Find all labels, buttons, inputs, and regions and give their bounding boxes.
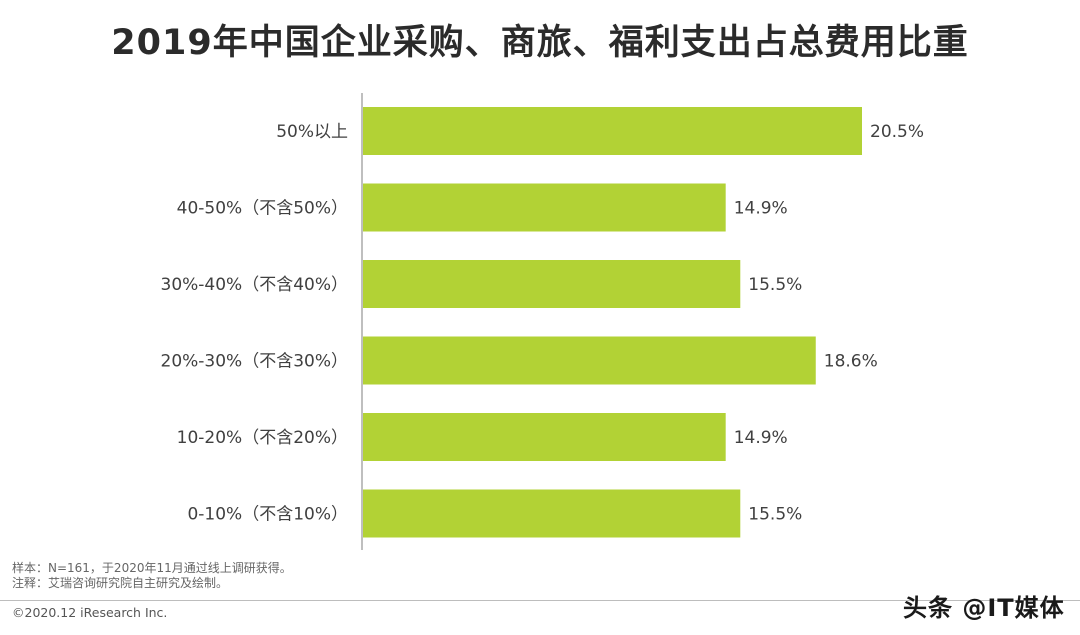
value-label: 14.9%: [734, 199, 788, 219]
value-label: 20.5%: [870, 122, 924, 142]
bar: [363, 336, 816, 385]
value-label: 15.5%: [748, 505, 802, 525]
chart-title: 2019年中国企业采购、商旅、福利支出占总费用比重: [111, 23, 969, 63]
value-label: 15.5%: [748, 275, 802, 295]
footer-divider: [0, 600, 1080, 601]
bar-chart: 50%以上 20.5% 40-50%（不含50%） 14.9% 30%-40%（不含40…: [161, 93, 924, 550]
category-label: 40-50%（不含50%）: [177, 199, 348, 219]
value-label: 18.6%: [824, 352, 878, 372]
bar: [363, 489, 741, 538]
category-label: 10-20%（不含20%）: [177, 428, 348, 448]
sample-note: 样本：N=161，于2020年11月通过线上调研获得。: [12, 561, 292, 575]
source-note: 注释：艾瑞咨询研究院自主研究及绘制。: [12, 576, 229, 590]
value-label: 14.9%: [734, 428, 788, 448]
category-label: 20%-30%（不含30%）: [161, 352, 349, 372]
category-label: 30%-40%（不含40%）: [161, 275, 349, 295]
category-label: 0-10%（不含10%）: [187, 505, 348, 525]
category-label: 50%以上: [276, 122, 348, 142]
bar: [363, 413, 726, 461]
bar: [363, 260, 741, 308]
bar: [363, 107, 862, 155]
chart-notes: 样本：N=161，于2020年11月通过线上调研获得。 注释：艾瑞咨询研究院自主…: [12, 561, 292, 591]
watermark-text: 头条 @IT媒体: [903, 594, 1065, 622]
copyright-text: ©2020.12 iResearch Inc.: [12, 605, 168, 620]
bar: [363, 183, 726, 232]
